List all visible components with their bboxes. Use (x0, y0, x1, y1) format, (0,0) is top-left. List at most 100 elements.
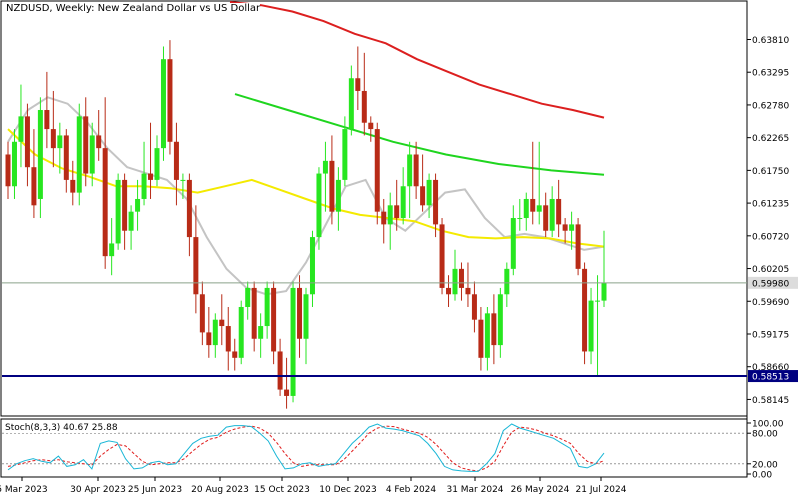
candle-body (471, 294, 477, 320)
candle (309, 230, 315, 307)
candle-body (335, 179, 341, 212)
candle (562, 218, 568, 244)
date-tick-label: 26 May 2024 (511, 485, 570, 495)
price-tick-label: 0.58660 (752, 363, 789, 373)
candle-body (271, 287, 277, 352)
stoch-tick-label: 80.00 (752, 430, 778, 440)
candle-body (148, 173, 154, 180)
candle (245, 281, 251, 320)
price-tick-label: 0.62265 (752, 134, 789, 144)
candle-body (122, 179, 128, 231)
candle (381, 198, 387, 244)
candle-body (258, 326, 264, 339)
candle-body (76, 116, 82, 193)
candle (193, 205, 199, 314)
candle (148, 122, 154, 199)
stoch-signal-line (7, 425, 605, 472)
candle-body (37, 110, 43, 199)
candle-body (361, 90, 367, 123)
candle (186, 173, 192, 257)
candle-body (5, 154, 11, 187)
candle (595, 275, 601, 377)
candle-body (517, 218, 523, 220)
candle (348, 65, 354, 136)
date-tick-label: 15 Oct 2023 (254, 485, 310, 495)
candle (31, 129, 37, 219)
candle (510, 205, 516, 276)
candle (387, 192, 393, 250)
candle-body (245, 287, 251, 307)
candle (212, 313, 218, 358)
candle-body (342, 129, 348, 180)
candle (76, 103, 82, 206)
stoch-tick-label: 20.00 (752, 460, 778, 470)
candle-body (510, 218, 516, 269)
candle-body (219, 319, 225, 327)
candle (277, 338, 283, 396)
candle (536, 141, 542, 225)
candle-body (238, 306, 244, 358)
candle (264, 281, 270, 339)
candle (316, 167, 322, 250)
candle (57, 122, 63, 174)
candle-body (407, 154, 413, 187)
price-tick-label: 0.60720 (752, 232, 789, 242)
candle (556, 179, 562, 238)
candle (543, 192, 549, 238)
candle (167, 40, 173, 155)
candle-body (206, 332, 212, 346)
candle-body (458, 268, 464, 288)
candle-body (484, 313, 490, 358)
candle-body (24, 116, 30, 168)
candle-body (212, 319, 218, 346)
candle (426, 173, 432, 219)
candle (225, 306, 231, 371)
candle-body (426, 179, 432, 206)
candle (18, 84, 24, 168)
candle (297, 275, 303, 358)
candle (128, 205, 134, 250)
candle-body (355, 78, 361, 91)
price-tick-label: 0.61235 (752, 200, 789, 210)
candle-body (193, 237, 199, 295)
candle (601, 230, 607, 307)
candle (290, 281, 296, 403)
candle-body (70, 179, 76, 193)
candle (374, 122, 380, 225)
candle-body (465, 287, 471, 295)
candle-body (530, 198, 536, 212)
main-pane-frame (0, 0, 748, 417)
date-tick-label: 20 Aug 2023 (191, 485, 249, 495)
candle (44, 71, 50, 149)
support-level-badge: 0.58513 (752, 373, 789, 383)
candle-body (562, 224, 568, 231)
price-tick-label: 0.58145 (752, 396, 789, 406)
candle-body (31, 167, 37, 206)
candle-body (63, 135, 69, 180)
candle-body (277, 351, 283, 390)
candle-body (569, 224, 575, 231)
candle-body (232, 351, 238, 358)
candle-body (478, 319, 484, 358)
candle (420, 154, 426, 212)
candle-body (109, 243, 115, 257)
candle (173, 122, 179, 206)
candle (465, 262, 471, 307)
candle (141, 141, 147, 206)
candle-body (413, 154, 419, 187)
stoch-indicator-label: Stoch(8,3,3) 40.67 25.88 (5, 423, 118, 433)
candle-body (50, 129, 56, 149)
candle-body (387, 205, 393, 225)
candle-body (452, 268, 458, 295)
candle-body (394, 205, 400, 219)
candle-body (439, 224, 445, 288)
candle (368, 116, 374, 142)
candle-body (322, 160, 328, 174)
candle-body (57, 135, 63, 149)
candle (497, 287, 503, 358)
candle-body (582, 268, 588, 352)
candle-body (135, 198, 141, 212)
candle-body (575, 224, 581, 269)
candle (361, 52, 367, 136)
